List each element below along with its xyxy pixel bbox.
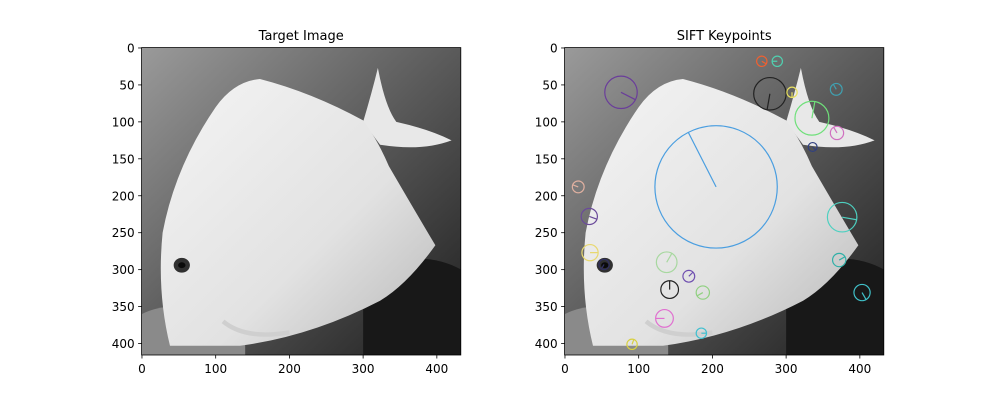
- keypoint-orientation: [838, 256, 846, 261]
- axes-title: Target Image: [258, 29, 344, 44]
- keypoint-orientation: [832, 83, 837, 90]
- keypoint: [829, 125, 845, 141]
- keypoint-orientation: [766, 93, 771, 110]
- x-tick-label: 300: [775, 362, 798, 376]
- x-tick-label: 400: [848, 362, 871, 376]
- y-tick-label: 100: [112, 115, 135, 129]
- keypoint-orientation: [572, 184, 579, 188]
- keypoint: [580, 207, 599, 226]
- image-layer: [142, 48, 462, 356]
- keypoint-orientation: [688, 271, 694, 277]
- keypoint-orientation: [631, 339, 635, 345]
- keypoint: [571, 180, 585, 194]
- keypoint: [604, 75, 638, 110]
- y-tick-label: 150: [112, 152, 135, 166]
- y-tick-label: 250: [112, 226, 135, 240]
- keypoint-orientation: [812, 146, 817, 151]
- keypoint: [829, 82, 843, 96]
- keypoint-orientation: [696, 292, 704, 297]
- keypoint-orientation: [666, 253, 673, 263]
- axes-frame: [141, 47, 462, 356]
- y-tick-label: 250: [535, 226, 558, 240]
- y-tick-label: 0: [550, 41, 558, 55]
- keypoint: [826, 201, 858, 233]
- y-tick-label: 300: [112, 263, 135, 277]
- keypoint-orientation: [861, 292, 867, 300]
- y-tick-label: 200: [535, 189, 558, 203]
- y-tick-label: 350: [535, 300, 558, 314]
- keypoint: [682, 269, 696, 283]
- y-tick-label: 350: [112, 300, 135, 314]
- keypoint: [794, 100, 830, 136]
- keypoint: [853, 283, 871, 302]
- keypoint: [753, 76, 787, 111]
- image: [142, 48, 462, 356]
- x-tick-label: 0: [138, 362, 146, 376]
- y-tick-label: 0: [127, 41, 135, 55]
- keypoint: [756, 55, 768, 68]
- keypoint: [655, 251, 678, 274]
- keypoint-orientation: [620, 91, 636, 101]
- keypoint: [598, 258, 610, 271]
- y-tick-label: 100: [535, 115, 558, 129]
- x-tick-label: 0: [561, 362, 569, 376]
- keypoint: [695, 285, 711, 300]
- keypoint-orientation: [833, 126, 838, 134]
- image: [565, 48, 885, 356]
- keypoint-orientation: [811, 101, 816, 119]
- y-tick-label: 300: [535, 263, 558, 277]
- image-layer: [565, 48, 885, 356]
- keypoint: [807, 141, 818, 153]
- x-tick-label: 200: [701, 362, 724, 376]
- keypoint-orientation: [600, 264, 605, 270]
- y-tick-label: 400: [112, 337, 135, 351]
- keypoint-orientation: [589, 215, 598, 220]
- axes-keypoints: SIFT Keypoints 0 100 200 300 400050100150200…: [535, 29, 885, 376]
- y-tick-label: 150: [535, 152, 558, 166]
- keypoint-orientation: [842, 216, 857, 221]
- keypoint: [831, 252, 847, 268]
- y-tick-label: 200: [112, 189, 135, 203]
- axes-frame: [564, 47, 885, 356]
- axes-target: Target Image 0 100 200 300 40005010015020025…: [112, 29, 462, 376]
- keypoint: [654, 125, 778, 249]
- keypoint-orientation: [761, 60, 767, 65]
- x-tick-label: 400: [425, 362, 448, 376]
- keypoint-orientation: [687, 132, 717, 188]
- x-tick-label: 100: [627, 362, 650, 376]
- axes-title: SIFT Keypoints: [677, 29, 772, 44]
- x-tick-label: 100: [204, 362, 227, 376]
- x-tick-label: 200: [278, 362, 301, 376]
- y-tick-label: 400: [535, 337, 558, 351]
- x-tick-label: 300: [352, 362, 375, 376]
- y-tick-label: 50: [542, 78, 557, 92]
- keypoint: [626, 338, 638, 351]
- y-tick-label: 50: [119, 78, 134, 92]
